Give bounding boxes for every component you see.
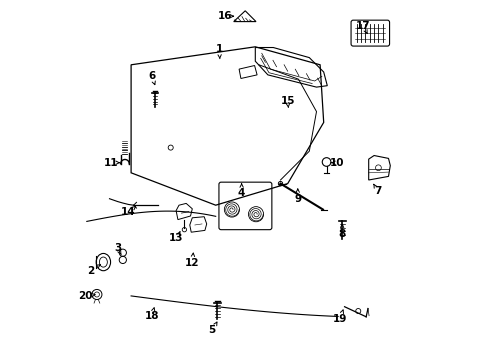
Text: 7: 7 bbox=[373, 186, 381, 196]
Text: 8: 8 bbox=[337, 229, 345, 239]
Text: 3: 3 bbox=[114, 243, 121, 253]
Text: 19: 19 bbox=[332, 314, 346, 324]
Text: 1: 1 bbox=[215, 44, 223, 54]
Text: 12: 12 bbox=[184, 258, 199, 268]
Text: 6: 6 bbox=[148, 71, 155, 81]
Text: 20: 20 bbox=[78, 291, 92, 301]
Text: 9: 9 bbox=[294, 194, 301, 204]
Text: 13: 13 bbox=[168, 233, 183, 243]
Text: 11: 11 bbox=[103, 158, 118, 168]
Text: 15: 15 bbox=[280, 96, 294, 106]
Text: 4: 4 bbox=[238, 188, 245, 198]
Text: 18: 18 bbox=[144, 311, 159, 321]
Text: 2: 2 bbox=[86, 266, 94, 276]
Text: 17: 17 bbox=[355, 21, 370, 31]
Text: 5: 5 bbox=[208, 325, 215, 336]
Text: 16: 16 bbox=[217, 11, 231, 21]
Text: 14: 14 bbox=[121, 207, 136, 217]
Text: 10: 10 bbox=[329, 158, 344, 168]
